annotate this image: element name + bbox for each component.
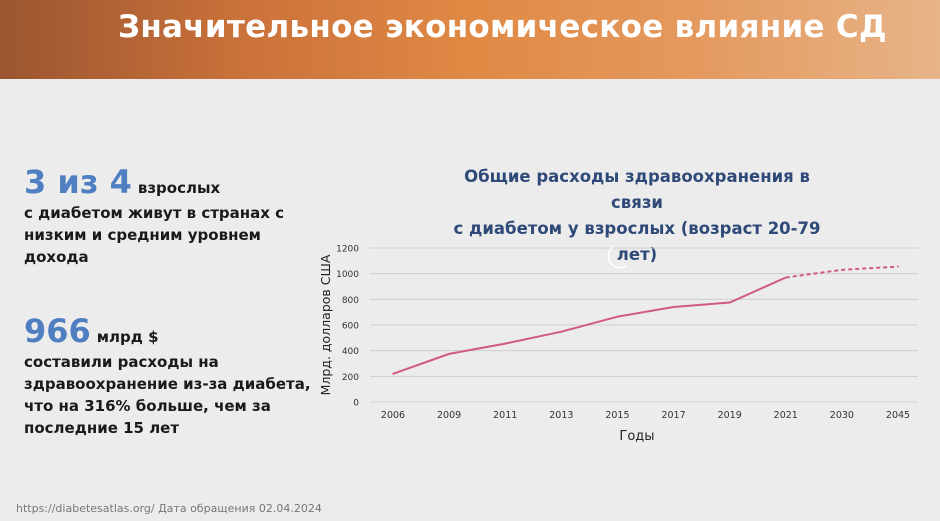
data-point	[504, 342, 507, 345]
data-point	[560, 330, 563, 333]
stat-expenses-unit: млрд $	[96, 328, 159, 346]
x-tick-label: 2019	[718, 410, 742, 421]
source-note: https://diabetesatlas.org/ Дата обращени…	[16, 502, 322, 515]
x-tick-label: 2011	[493, 410, 517, 421]
data-point	[672, 306, 675, 308]
chart-title-line: с диабетом у взрослых (возраст 20-79 лет…	[453, 219, 821, 264]
stat-adults: 3 из 4 взрослых с диабетом живут в страна…	[24, 163, 284, 268]
x-tick-label: 2021	[774, 410, 798, 421]
stat-expenses-value: 966	[24, 312, 91, 350]
x-tick-label: 2017	[661, 410, 685, 421]
data-point	[841, 269, 843, 271]
y-tick-label: 1200	[336, 245, 359, 255]
data-point	[616, 315, 619, 318]
y-axis-label: Млрд. долларов США	[318, 254, 333, 395]
stat-expenses-description: составили расходы на здравоохранение из-…	[24, 351, 311, 439]
y-tick-label: 400	[342, 347, 359, 357]
data-point	[784, 276, 787, 279]
data-point	[728, 301, 731, 304]
stat-expenses: 966 млрд $ составили расходы на здравоохр…	[24, 312, 311, 439]
x-tick-label: 2006	[381, 410, 405, 421]
y-tick-label: 1000	[336, 270, 359, 280]
stat-adults-value: 3 из 4	[24, 163, 132, 201]
x-tick-label: 2013	[549, 410, 573, 421]
data-point	[392, 372, 394, 375]
data-point	[448, 353, 450, 355]
stat-adults-unit: взрослых	[137, 179, 221, 197]
chart-title: Общие расходы здравоохранения в связи с …	[437, 164, 837, 268]
stat-expenses-line: что на 316% больше, чем за	[24, 397, 271, 415]
data-point	[897, 265, 899, 268]
series-line-projection	[785, 265, 899, 279]
header-banner: Значительное экономическое влияние СД	[0, 0, 940, 79]
stat-expenses-line: последние 15 лет	[24, 419, 180, 437]
x-tick-label: 2045	[886, 410, 910, 421]
x-tick-label: 2030	[830, 410, 854, 421]
stat-adults-line: дохода	[24, 248, 89, 266]
stat-expenses-line: здравоохранение из-за диабета,	[24, 375, 311, 393]
y-tick-label: 200	[342, 373, 359, 383]
y-tick-label: 0	[353, 399, 359, 409]
chart-title-line: Общие расходы здравоохранения в связи	[464, 167, 810, 212]
stat-adults-line: с диабетом живут в странах с	[24, 204, 285, 222]
series-line-actual	[392, 276, 787, 375]
y-tick-label: 600	[342, 322, 359, 332]
y-tick-label: 800	[342, 296, 359, 306]
x-tick-label: 2015	[605, 410, 629, 421]
stat-adults-description: с диабетом живут в странах с низким и ср…	[24, 202, 284, 268]
x-axis-label: Годы	[619, 429, 654, 444]
decorative-arc-icon	[607, 245, 627, 269]
stat-expenses-line: составили расходы на	[24, 353, 219, 371]
x-tick-label: 2009	[437, 410, 461, 421]
page-title: Значительное экономическое влияние СД	[118, 9, 887, 45]
stat-adults-line: низким и средним уровнем	[24, 226, 261, 244]
